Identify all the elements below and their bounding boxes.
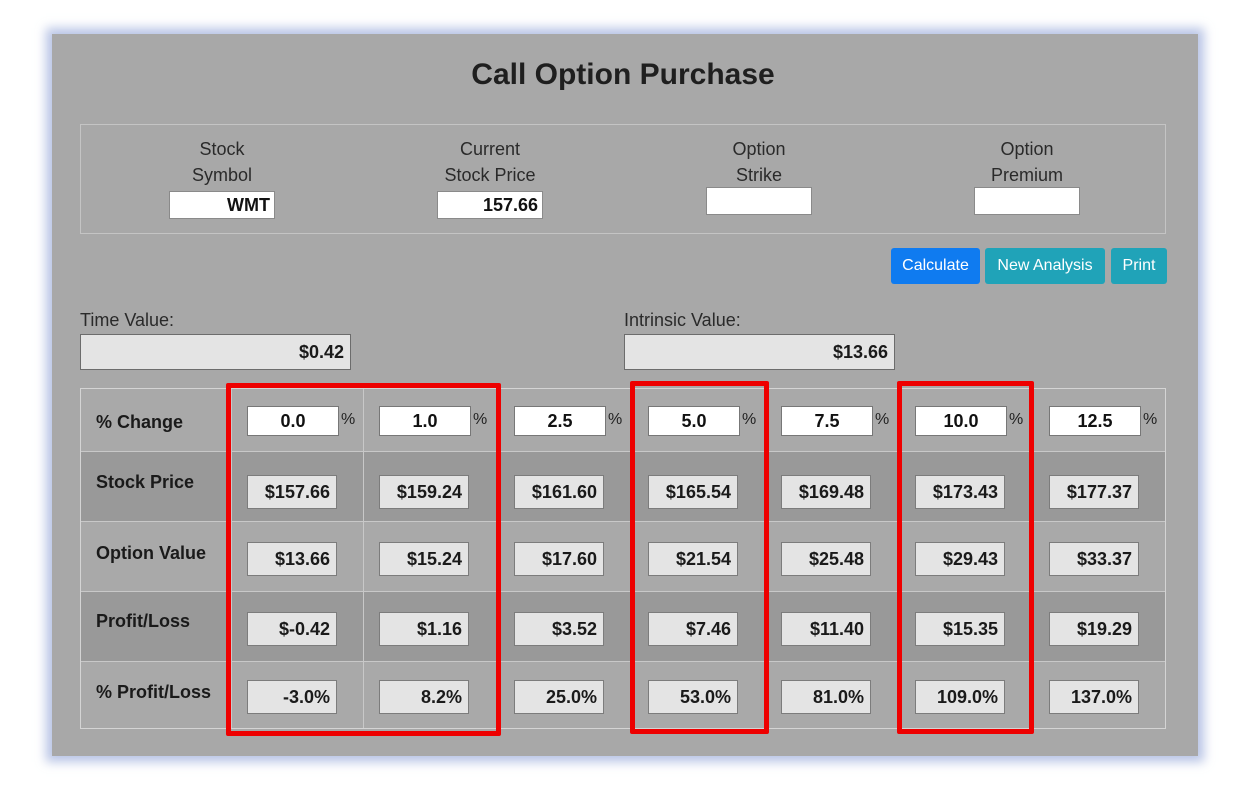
percent-symbol: % bbox=[875, 411, 890, 428]
time-value-display: $0.42 bbox=[80, 334, 351, 370]
profit-loss-cell: $19.29 bbox=[1049, 612, 1139, 646]
percent-symbol: % bbox=[608, 411, 623, 428]
stock-price-cell: $165.54 bbox=[648, 475, 738, 509]
percent-symbol: % bbox=[1009, 411, 1024, 428]
option-premium-input[interactable] bbox=[974, 187, 1080, 215]
pct-profit-loss-cell: -3.0% bbox=[247, 680, 337, 714]
stock-price-cell: $159.24 bbox=[379, 475, 469, 509]
stock-symbol-label-2: Symbol bbox=[191, 165, 253, 185]
calculate-button[interactable]: Calculate bbox=[891, 248, 980, 284]
stock-price-cell: $157.66 bbox=[247, 475, 337, 509]
option-premium-field: Option Premium bbox=[937, 135, 1117, 215]
row-divider bbox=[81, 591, 1165, 592]
option-value-cell: $17.60 bbox=[514, 542, 604, 576]
row-label-stock-price: Stock Price bbox=[96, 472, 195, 492]
pct-change-input[interactable] bbox=[648, 406, 740, 436]
pct-profit-loss-cell: 25.0% bbox=[514, 680, 604, 714]
pct-change-input[interactable] bbox=[514, 406, 606, 436]
current-stock-price-label-2: Stock Price bbox=[444, 165, 536, 185]
pct-profit-loss-cell: 109.0% bbox=[915, 680, 1005, 714]
option-value-cell: $15.24 bbox=[379, 542, 469, 576]
stock-price-cell: $169.48 bbox=[781, 475, 871, 509]
results-table: % Change Stock Price Option Value Profit… bbox=[80, 388, 1166, 729]
profit-loss-cell: $11.40 bbox=[781, 612, 871, 646]
stock-symbol-input[interactable] bbox=[169, 191, 275, 219]
row-label-pct-profit-loss: % Profit/Loss bbox=[96, 682, 212, 702]
pct-change-input[interactable] bbox=[915, 406, 1007, 436]
stock-symbol-field: Stock Symbol bbox=[132, 135, 312, 219]
page-title: Call Option Purchase bbox=[471, 58, 775, 91]
print-button[interactable]: Print bbox=[1111, 248, 1167, 284]
time-value-label: Time Value: bbox=[80, 310, 175, 330]
intrinsic-value-display: $13.66 bbox=[624, 334, 895, 370]
option-value-cell: $13.66 bbox=[247, 542, 337, 576]
profit-loss-cell: $1.16 bbox=[379, 612, 469, 646]
profit-loss-cell: $-0.42 bbox=[247, 612, 337, 646]
option-value-cell: $29.43 bbox=[915, 542, 1005, 576]
inputs-box: Stock Symbol Current Stock Price Option … bbox=[80, 124, 1166, 234]
stock-price-cell: $161.60 bbox=[514, 475, 604, 509]
option-value-cell: $33.37 bbox=[1049, 542, 1139, 576]
option-premium-label-1: Option bbox=[1000, 139, 1054, 159]
current-stock-price-input[interactable] bbox=[437, 191, 543, 219]
row-label-option-value: Option Value bbox=[96, 543, 207, 563]
option-strike-label-1: Option bbox=[732, 139, 786, 159]
percent-symbol: % bbox=[1143, 411, 1158, 428]
pct-change-input[interactable] bbox=[247, 406, 339, 436]
percent-symbol: % bbox=[341, 411, 356, 428]
stock-symbol-label-1: Stock bbox=[199, 139, 245, 159]
current-stock-price-label-1: Current bbox=[459, 139, 521, 159]
current-stock-price-field: Current Stock Price bbox=[400, 135, 580, 219]
pct-change-input[interactable] bbox=[379, 406, 471, 436]
option-value-cell: $21.54 bbox=[648, 542, 738, 576]
option-value-cell: $25.48 bbox=[781, 542, 871, 576]
pct-change-input[interactable] bbox=[781, 406, 873, 436]
pct-profit-loss-cell: 53.0% bbox=[648, 680, 738, 714]
option-strike-label-2: Strike bbox=[735, 165, 782, 185]
profit-loss-cell: $3.52 bbox=[514, 612, 604, 646]
new-analysis-button[interactable]: New Analysis bbox=[985, 248, 1105, 284]
stock-price-cell: $173.43 bbox=[915, 475, 1005, 509]
pct-profit-loss-cell: 8.2% bbox=[379, 680, 469, 714]
column-divider bbox=[363, 389, 364, 728]
row-label-pct-change: % Change bbox=[96, 412, 184, 432]
row-divider bbox=[81, 451, 1165, 452]
column-divider bbox=[231, 389, 232, 728]
option-premium-label-2: Premium bbox=[990, 165, 1063, 185]
percent-symbol: % bbox=[473, 411, 488, 428]
pct-change-input[interactable] bbox=[1049, 406, 1141, 436]
option-strike-field: Option Strike bbox=[669, 135, 849, 215]
profit-loss-cell: $7.46 bbox=[648, 612, 738, 646]
row-label-profit-loss: Profit/Loss bbox=[96, 611, 191, 631]
row-divider bbox=[81, 521, 1165, 522]
pct-profit-loss-cell: 81.0% bbox=[781, 680, 871, 714]
pct-profit-loss-cell: 137.0% bbox=[1049, 680, 1139, 714]
intrinsic-value-label: Intrinsic Value: bbox=[624, 310, 741, 330]
row-divider bbox=[81, 661, 1165, 662]
profit-loss-cell: $15.35 bbox=[915, 612, 1005, 646]
percent-symbol: % bbox=[742, 411, 757, 428]
stock-price-cell: $177.37 bbox=[1049, 475, 1139, 509]
option-strike-input[interactable] bbox=[706, 187, 812, 215]
